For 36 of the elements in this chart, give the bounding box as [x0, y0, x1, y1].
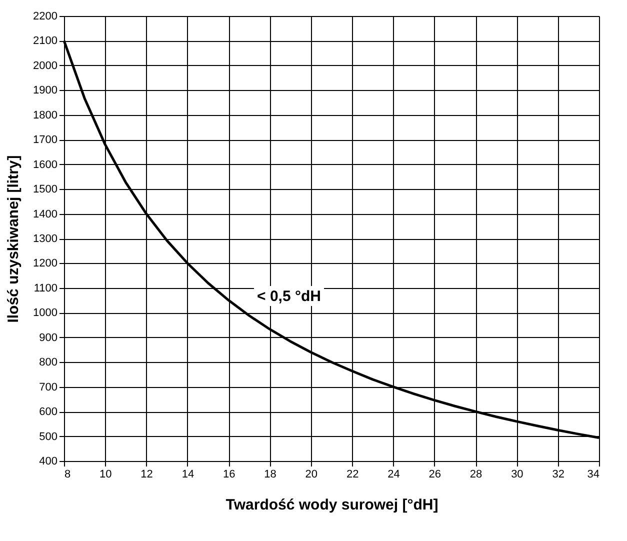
y-tick-label: 1300 — [33, 233, 58, 245]
x-tick-label: 32 — [552, 468, 564, 480]
y-tick-label: 800 — [39, 356, 58, 369]
y-tick-label: 1500 — [33, 184, 58, 196]
y-tick-label: 1000 — [33, 307, 58, 320]
y-tick-label: 1600 — [33, 158, 58, 171]
x-tick-label: 26 — [428, 468, 442, 480]
y-tick-label: 400 — [39, 456, 58, 468]
x-tick-label: 22 — [346, 468, 359, 480]
x-tick-label: 24 — [388, 468, 400, 480]
y-tick-label: 1700 — [33, 134, 58, 146]
x-tick-label: 10 — [100, 468, 112, 480]
y-tick-label: 700 — [39, 381, 58, 394]
y-tick-label: 1200 — [33, 258, 58, 270]
x-tick-label: 34 — [587, 468, 600, 480]
y-axis-title: Ilość uzyskiwanej [litry] — [5, 155, 22, 323]
x-tick-label: 30 — [511, 468, 524, 480]
x-tick-label: 12 — [140, 468, 153, 480]
y-tick-label: 2200 — [33, 10, 58, 22]
x-tick-label: 20 — [305, 468, 318, 480]
x-axis-title: Twardość wody surowej [°dH] — [226, 496, 438, 514]
y-tick-label: 2000 — [33, 60, 58, 72]
x-tick-label: 16 — [222, 468, 236, 480]
x-tick-label: 28 — [470, 468, 482, 480]
y-tick-label: 2100 — [33, 35, 58, 48]
x-tick-label: 18 — [264, 468, 276, 480]
y-tick-label: 1900 — [33, 84, 58, 97]
y-tick-label: 600 — [39, 406, 58, 418]
y-tick-label: 1800 — [33, 109, 58, 122]
annotation: < 0,5 °dH — [257, 288, 321, 305]
y-tick-label: 500 — [39, 430, 58, 443]
y-tick-label: 1100 — [34, 282, 58, 294]
y-tick-label: 900 — [39, 332, 58, 344]
x-tick-label: 8 — [64, 468, 71, 480]
x-tick-label: 14 — [182, 468, 194, 480]
y-tick-label: 1400 — [33, 208, 58, 220]
